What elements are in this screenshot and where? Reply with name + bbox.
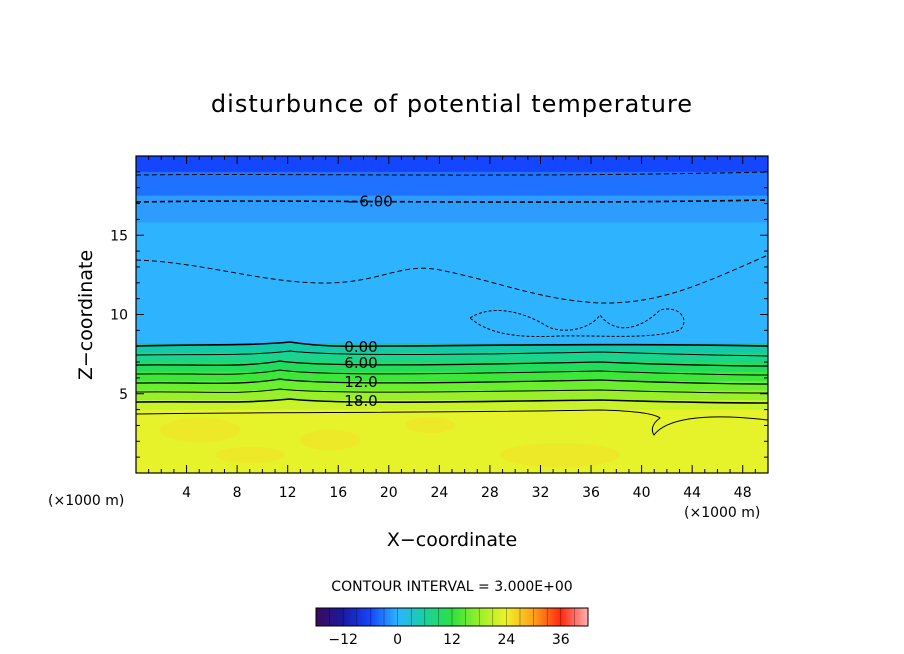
x-tick-label-4: 20 — [380, 485, 398, 501]
contour-line-0 — [136, 341, 768, 348]
y-tick-label-0: 5 — [119, 387, 128, 403]
x-tick-label-2: 12 — [279, 485, 297, 501]
contour-label-4: 18.0 — [344, 392, 377, 410]
contour-label-2: 6.00 — [344, 354, 377, 372]
chart-title: disturbunce of potential temperature — [211, 90, 693, 118]
contour-line-18 — [136, 398, 768, 404]
warm-patch-0 — [160, 418, 240, 442]
x-tick-label-1: 8 — [233, 485, 242, 501]
x-tick-label-6: 28 — [481, 485, 499, 501]
level-band-1 — [136, 171, 768, 197]
y-tick-label-2: 15 — [110, 228, 128, 244]
level-band-2 — [136, 195, 768, 224]
level-band-3 — [136, 222, 768, 344]
contour-label-0: −6.00 — [347, 192, 393, 210]
x-tick-label-3: 16 — [329, 485, 347, 501]
contour-line-12 — [136, 378, 768, 385]
x-tick-label-0: 4 — [182, 485, 191, 501]
y-axis-label: Z−coordinate — [75, 250, 97, 380]
colorbar-tick-label-3: 24 — [497, 632, 515, 648]
level-band-0 — [136, 156, 768, 173]
level-band-4 — [136, 343, 768, 354]
y-tick-label-1: 10 — [110, 308, 128, 324]
contour-line-neg12 — [136, 171, 768, 176]
x-unit-label-right: (×1000 m) — [684, 505, 760, 521]
contour-fill-bands — [136, 156, 768, 473]
contour-interval-text: CONTOUR INTERVAL = 3.000E+00 — [331, 579, 572, 595]
warm-patch-3 — [405, 417, 455, 433]
contour-lines — [136, 171, 768, 436]
level-band-10 — [136, 400, 768, 411]
level-band-11 — [136, 409, 768, 473]
level-band-7 — [136, 371, 768, 382]
x-axis-label: X−coordinate — [387, 529, 517, 551]
colorbar-tick-label-0: −12 — [328, 632, 358, 648]
x-axis-ticks: 4 8 12 16 20 24 28 32 36 40 44 48 — [148, 156, 769, 501]
warm-patch-1 — [300, 430, 360, 450]
x-tick-label-11: 48 — [734, 485, 752, 501]
x-tick-label-10: 44 — [683, 485, 701, 501]
contour-line-3 — [136, 350, 768, 357]
x-tick-label-8: 36 — [582, 485, 600, 501]
y-axis-ticks: 5 10 15 — [110, 171, 768, 458]
contour-label-1: 0.00 — [344, 338, 377, 356]
level-band-9 — [136, 390, 768, 401]
warm-patch-4 — [215, 447, 285, 463]
colorbar-tick-label-2: 12 — [443, 632, 461, 648]
contour-line-21 — [136, 409, 768, 436]
colorbar-tick-label-1: 0 — [393, 632, 402, 648]
contour-label-3: 12.0 — [344, 373, 377, 391]
contour-line-6 — [136, 360, 768, 367]
contour-line-neg3 — [136, 254, 768, 304]
colorbar — [315, 607, 589, 627]
contour-line-15 — [136, 388, 768, 394]
warm-patch-2 — [500, 443, 620, 467]
x-tick-label-5: 24 — [430, 485, 448, 501]
level-band-6 — [136, 362, 768, 373]
contour-line-9 — [136, 369, 768, 376]
x-unit-label-left: (×1000 m) — [48, 493, 124, 509]
x-tick-label-9: 40 — [633, 485, 651, 501]
level-band-8 — [136, 381, 768, 392]
x-tick-label-7: 32 — [532, 485, 550, 501]
colorbar-ticks — [329, 608, 575, 626]
level-band-5 — [136, 352, 768, 363]
colorbar-tick-label-4: 36 — [552, 632, 570, 648]
contour-line-neg6 — [136, 199, 768, 203]
